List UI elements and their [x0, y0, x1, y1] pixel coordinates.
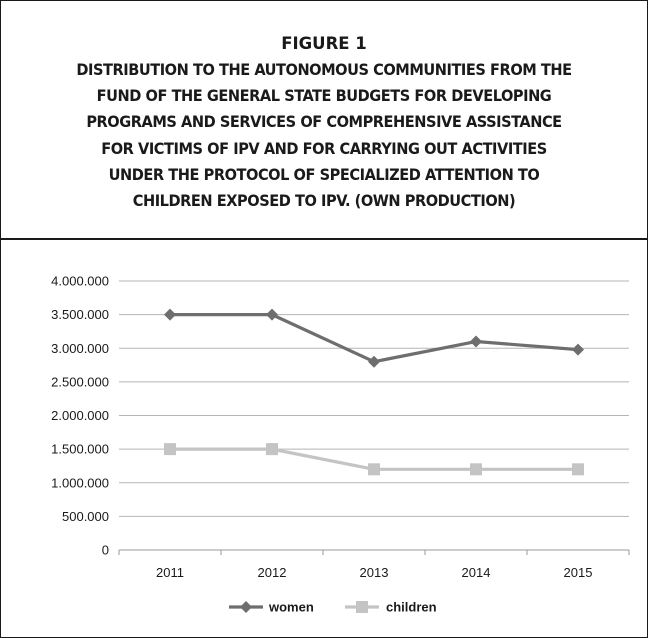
- data-point-women: [266, 308, 278, 321]
- data-point-women: [368, 355, 380, 368]
- y-tick-label: 3.000.000: [51, 341, 109, 356]
- x-tick-label: 2014: [462, 565, 491, 580]
- data-point-women: [164, 308, 176, 321]
- figure-title-line: UNDER THE PROTOCOL OF SPECIALIZED ATTENT…: [108, 164, 540, 184]
- legend-marker-women: [240, 601, 252, 613]
- figure-title-line: FUND OF THE GENERAL STATE BUDGETS FOR DE…: [96, 86, 552, 106]
- data-point-children: [368, 463, 380, 476]
- figure-title-line: FOR VICTIMS OF IPV AND FOR CARRYING OUT …: [101, 138, 547, 158]
- legend-label-women: women: [268, 600, 314, 615]
- line-chart: 0 500.000 1.000.000 1.500.000 2.000.000 2.500…: [51, 274, 630, 615]
- x-tick-label: 2013: [360, 565, 389, 580]
- legend-label-children: children: [386, 600, 437, 615]
- data-point-children: [164, 443, 176, 456]
- y-tick-label: 2.000.000: [51, 408, 109, 423]
- y-tick-label: 500.000: [62, 509, 109, 524]
- data-point-children: [572, 463, 584, 476]
- y-tick-label: 0: [102, 543, 109, 558]
- y-tick-label: 4.000.000: [51, 274, 109, 289]
- data-point-women: [572, 343, 584, 356]
- series-line-women: [170, 313, 579, 364]
- figure-title-line: CHILDREN EXPOSED TO IPV. (OWN PRODUCTION…: [132, 191, 516, 211]
- legend-marker-children: [356, 601, 368, 613]
- figure-title-line: PROGRAMS AND SERVICES OF COMPREHENSIVE A…: [86, 112, 562, 132]
- data-point-children: [470, 463, 482, 476]
- data-point-children: [266, 443, 278, 456]
- figure-label: FIGURE 1: [281, 34, 367, 53]
- figure-title: DISTRIBUTION TO THE AUTONOMOUS COMMUNITI…: [15, 57, 633, 214]
- data-point-women: [470, 335, 482, 348]
- figure-title-line: DISTRIBUTION TO THE AUTONOMOUS COMMUNITI…: [76, 60, 572, 79]
- y-tick-label: 2.500.000: [51, 374, 109, 389]
- x-tick-label: 2011: [156, 565, 184, 580]
- y-tick-label: 1.000.000: [51, 475, 109, 490]
- y-tick-label: 1.500.000: [51, 442, 109, 457]
- x-tick-label: 2015: [564, 565, 593, 580]
- figure-header: FIGURE 1 DISTRIBUTION TO THE AUTONOMOUS …: [1, 1, 647, 240]
- x-tick-label: 2012: [258, 565, 287, 580]
- y-tick-label: 3.500.000: [51, 307, 109, 322]
